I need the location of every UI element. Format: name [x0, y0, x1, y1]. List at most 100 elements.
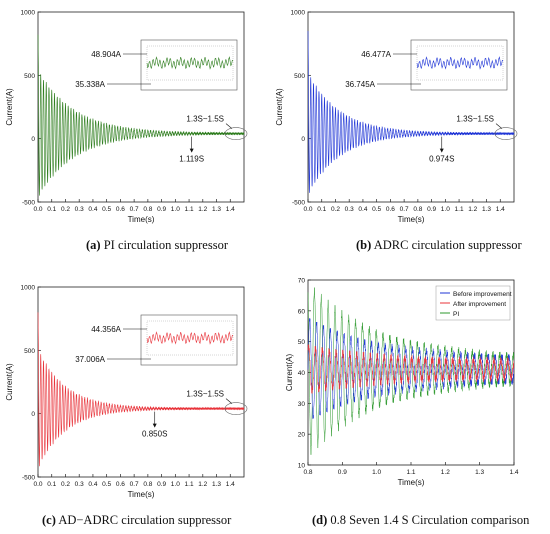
x-tick-label: 0.5 — [102, 206, 111, 213]
x-tick-label: 0.2 — [331, 206, 340, 213]
annotation-min: 35.338A — [75, 80, 105, 89]
settle-arrowhead — [152, 423, 157, 428]
x-tick-label: 0.7 — [400, 206, 409, 213]
x-tick-label: 0.0 — [33, 481, 42, 488]
plot-frame — [307, 11, 515, 203]
plot-a: 0.0 0.1 0.2 0.3 0.4 0.5 0.6 0.7 0.8 0.9 1.0 1.1 1.2 1… — [5, 10, 248, 224]
annotation-max: 44.356A — [91, 325, 121, 334]
y-tick-label: -500 — [22, 475, 35, 482]
x-tick-label: 1.4 — [496, 206, 505, 213]
x-tick-label: 0.9 — [338, 469, 347, 476]
annotation-settle-time: 1.119S — [179, 155, 204, 164]
x-tick-label: 1.2 — [198, 481, 207, 488]
y-tick-label: 10 — [298, 463, 306, 470]
x-axis-label: Time(s) — [128, 215, 155, 224]
x-tick-label: 1.4 — [226, 481, 235, 488]
y-tick-label: 1000 — [21, 285, 36, 292]
inset-series-line — [146, 56, 234, 70]
zoom-region-ellipse — [224, 127, 248, 140]
x-tick-label: 0.8 — [303, 469, 312, 476]
plot-frame — [37, 286, 245, 478]
series-line-2 — [307, 287, 515, 455]
y-tick-label: 50 — [298, 339, 306, 346]
y-axis-label: Current(A) — [275, 88, 284, 126]
x-tick-label: 0.3 — [345, 206, 354, 213]
y-tick-label: 70 — [298, 278, 306, 285]
plot-d: 0.8 0.9 1.0 1.1 1.2 1.3 1.4 10 20 30 40 50 60 70 Time(… — [285, 278, 519, 488]
series-line — [37, 312, 245, 467]
x-axis-label: Time(s) — [398, 215, 425, 224]
y-tick-label: 1000 — [291, 10, 306, 17]
zoom-region-ellipse — [224, 402, 248, 415]
x-tick-label: 0.5 — [372, 206, 381, 213]
x-tick-label: 0.1 — [47, 206, 56, 213]
legend-label: Before improvement — [453, 291, 512, 298]
x-tick-label: 0.3 — [75, 481, 84, 488]
x-tick-label: 0.6 — [116, 481, 125, 488]
x-tick-label: 1.0 — [171, 481, 180, 488]
x-tick-label: 1.3 — [212, 206, 221, 213]
annotation-range-arrow — [225, 398, 233, 404]
y-tick-label: 500 — [294, 73, 305, 80]
y-tick-label: -500 — [292, 200, 305, 207]
x-tick-label: 1.3 — [482, 206, 491, 213]
annotation-max: 48.904A — [91, 50, 121, 59]
x-tick-label: 0.9 — [427, 206, 436, 213]
annotation-min: 37.006A — [75, 355, 105, 364]
x-tick-label: 1.0 — [372, 469, 381, 476]
x-tick-label: 1.1 — [455, 206, 464, 213]
x-tick-label: 1.2 — [468, 206, 477, 213]
x-tick-label: 0.9 — [157, 481, 166, 488]
y-tick-label: 30 — [298, 401, 306, 408]
x-tick-label: 0.3 — [75, 206, 84, 213]
plot-b: 0.0 0.1 0.2 0.3 0.4 0.5 0.6 0.7 0.8 0.9 1.0 1.1 1.2 1… — [275, 10, 518, 224]
y-tick-label: 60 — [298, 308, 306, 315]
legend-label: After improvement — [453, 301, 506, 308]
y-tick-label: 500 — [24, 73, 35, 80]
caption-b: (b) ADRC circulation suppressor — [356, 238, 522, 252]
y-tick-label: 1000 — [21, 10, 36, 17]
y-axis-label: Current(A) — [5, 363, 14, 401]
y-axis-label: Current(A) — [5, 88, 14, 126]
inset-series-line — [146, 331, 234, 345]
x-axis-label: Time(s) — [398, 478, 425, 487]
x-tick-label: 0.4 — [358, 206, 367, 213]
zoom-region-ellipse — [494, 127, 518, 140]
y-axis-label: Current(A) — [285, 353, 294, 391]
annotation-range: 1.3S~1.5S — [186, 390, 224, 399]
x-tick-label: 1.4 — [226, 206, 235, 213]
caption-c: (c) AD−ADRC circulation suppressor — [42, 513, 232, 527]
x-tick-label: 0.9 — [157, 206, 166, 213]
x-tick-label: 1.2 — [198, 206, 207, 213]
y-tick-label: 0 — [301, 136, 305, 143]
caption-a: (a) PI circulation suppressor — [86, 238, 228, 252]
x-axis-label: Time(s) — [128, 490, 155, 499]
x-tick-label: 1.4 — [509, 469, 518, 476]
x-tick-label: 0.4 — [88, 206, 97, 213]
plot-frame — [37, 11, 245, 203]
annotation-range-arrow — [495, 123, 503, 129]
y-tick-label: 0 — [31, 411, 35, 418]
series-line — [37, 34, 245, 196]
x-tick-label: 0.8 — [143, 481, 152, 488]
inset-series-line — [416, 56, 504, 70]
series-line — [307, 30, 515, 193]
x-tick-label: 0.6 — [116, 206, 125, 213]
x-tick-label: 1.1 — [406, 469, 415, 476]
annotation-settle-time: 0.850S — [142, 430, 167, 439]
series-line-1 — [307, 344, 515, 394]
annotation-range: 1.3S~1.5S — [186, 115, 224, 124]
annotation-settle-time: 0.974S — [429, 155, 454, 164]
y-tick-label: 0 — [31, 136, 35, 143]
annotation-max: 46.477A — [361, 50, 391, 59]
settle-arrowhead — [189, 148, 194, 153]
legend-label: PI — [453, 311, 459, 318]
annotation-range: 1.3S~1.5S — [456, 115, 494, 124]
caption-d: (d) 0.8 Seven 1.4 S Circulation comparis… — [312, 513, 530, 527]
x-tick-label: 1.2 — [441, 469, 450, 476]
x-tick-label: 0.1 — [47, 481, 56, 488]
x-tick-label: 0.2 — [61, 481, 70, 488]
series-line-0 — [307, 318, 515, 419]
x-tick-label: 1.1 — [185, 481, 194, 488]
